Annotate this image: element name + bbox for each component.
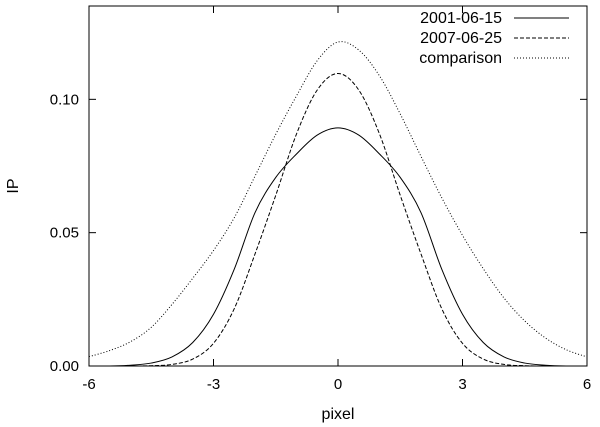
series-lines: [88, 41, 588, 367]
plot-frame: [88, 5, 588, 367]
legend-label: 2007-06-25: [420, 30, 502, 47]
series-line-2001-06-15: [88, 127, 588, 367]
x-tick-label: -3: [207, 376, 220, 393]
y-tick-label: 0.00: [50, 358, 79, 375]
x-axis-label: pixel: [322, 406, 355, 423]
y-tick-label: 0.10: [50, 91, 79, 108]
x-tick-label: -6: [82, 376, 95, 393]
series-line-2007-06-25: [89, 72, 587, 367]
y-tick-label: 0.05: [50, 225, 79, 242]
series-line-comparison: [88, 41, 588, 358]
legend-label: 2001-06-15: [420, 10, 502, 27]
x-tick-label: 3: [458, 376, 466, 393]
legend: 2001-06-15 2007-06-25 comparison: [419, 10, 569, 67]
y-axis-label: IP: [5, 178, 22, 193]
axis-tick-labels: -6 -3 0 3 6 0.00 0.05 0.10: [50, 91, 591, 393]
x-tick-label: 0: [334, 376, 342, 393]
axis-ticks: [88, 6, 588, 367]
legend-label: comparison: [419, 50, 502, 67]
x-tick-label: 6: [583, 376, 591, 393]
